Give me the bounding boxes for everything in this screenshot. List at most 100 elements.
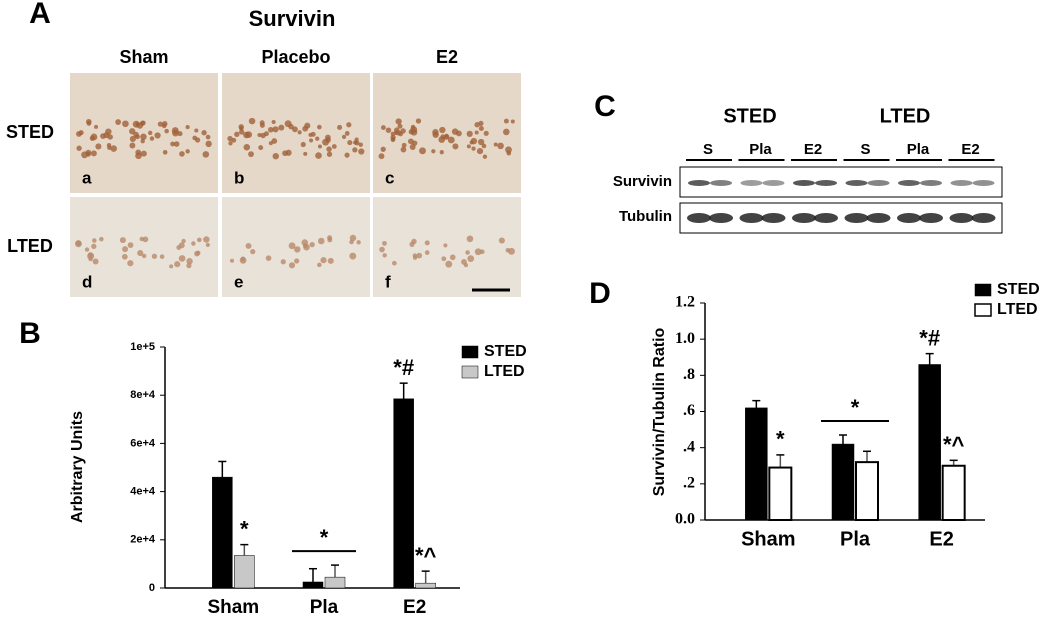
blot-frame bbox=[679, 166, 1003, 198]
cell-nucleus bbox=[248, 151, 254, 158]
cell-nucleus bbox=[315, 152, 322, 159]
cell-nucleus bbox=[92, 238, 97, 243]
blot-band bbox=[688, 180, 710, 186]
cell-nucleus bbox=[310, 131, 316, 137]
cell-nucleus bbox=[149, 136, 155, 141]
cell-nucleus bbox=[320, 257, 327, 264]
cell-nucleus bbox=[502, 128, 510, 136]
cell-nucleus bbox=[243, 143, 251, 151]
cell-nucleus bbox=[107, 145, 112, 150]
panel-title: Survivin bbox=[249, 6, 336, 31]
significance-label: *# bbox=[919, 325, 940, 350]
legend-swatch bbox=[974, 303, 992, 317]
lane-label: Pla bbox=[907, 141, 930, 158]
cell-nucleus bbox=[76, 145, 82, 151]
cell-nucleus bbox=[86, 121, 92, 126]
cell-nucleus bbox=[309, 241, 315, 248]
row-label: LTED bbox=[7, 236, 53, 256]
y-tick-label: 2e+4 bbox=[130, 534, 156, 546]
cell-nucleus bbox=[191, 241, 196, 246]
cell-nucleus bbox=[234, 131, 240, 137]
cell-nucleus bbox=[300, 141, 306, 148]
cell-nucleus bbox=[159, 254, 165, 259]
significance-label: * bbox=[776, 427, 785, 452]
legend-label: STED bbox=[997, 281, 1040, 298]
cell-nucleus bbox=[344, 152, 350, 158]
x-tick-label: E2 bbox=[403, 597, 426, 617]
x-tick-label: E2 bbox=[929, 528, 953, 550]
significance-label: *^ bbox=[943, 432, 965, 457]
cell-nucleus bbox=[250, 249, 256, 255]
blot-band bbox=[920, 180, 942, 186]
cell-nucleus bbox=[297, 130, 302, 135]
blot-band bbox=[897, 213, 921, 223]
x-tick-label: Sham bbox=[741, 528, 795, 550]
cell-nucleus bbox=[140, 150, 147, 157]
cell-nucleus bbox=[248, 117, 256, 125]
cell-nucleus bbox=[185, 125, 190, 130]
bar bbox=[234, 555, 255, 589]
cell-nucleus bbox=[331, 144, 337, 149]
blot-band bbox=[971, 213, 996, 223]
lane-label: S bbox=[703, 141, 713, 158]
cell-nucleus bbox=[352, 147, 358, 153]
cell-nucleus bbox=[440, 134, 446, 140]
cell-nucleus bbox=[467, 255, 475, 263]
cell-nucleus bbox=[445, 260, 453, 268]
cell-nucleus bbox=[317, 124, 322, 130]
cell-nucleus bbox=[326, 151, 333, 157]
cell-nucleus bbox=[431, 149, 436, 154]
y-tick-label: 4e+4 bbox=[130, 486, 156, 498]
y-tick-label: 1e+5 bbox=[130, 341, 155, 353]
blot-band bbox=[709, 213, 733, 223]
cell-nucleus bbox=[466, 235, 474, 243]
blot-band bbox=[687, 213, 711, 223]
cell-nucleus bbox=[137, 250, 144, 257]
cell-nucleus bbox=[449, 254, 456, 261]
lane-label: Pla bbox=[749, 141, 772, 158]
blot-band bbox=[867, 180, 890, 186]
cell-nucleus bbox=[201, 130, 207, 136]
cell-nucleus bbox=[474, 130, 479, 135]
cell-nucleus bbox=[326, 146, 332, 152]
significance-label: *# bbox=[393, 355, 414, 380]
panel-letter: e bbox=[234, 272, 243, 291]
cell-nucleus bbox=[194, 137, 201, 143]
bar bbox=[393, 398, 414, 589]
cell-nucleus bbox=[344, 131, 350, 136]
cell-nucleus bbox=[147, 130, 153, 136]
cell-nucleus bbox=[353, 140, 358, 145]
y-tick-label: .4 bbox=[683, 438, 695, 455]
y-tick-label: 1.0 bbox=[675, 330, 695, 347]
legend-swatch bbox=[461, 365, 479, 379]
y-axis-label: Arbitrary Units bbox=[69, 411, 86, 523]
cell-nucleus bbox=[506, 150, 512, 156]
cell-nucleus bbox=[99, 236, 104, 242]
blot-band bbox=[949, 213, 974, 223]
cell-nucleus bbox=[205, 242, 210, 248]
cell-nucleus bbox=[347, 139, 353, 146]
blot-band bbox=[844, 213, 869, 223]
cell-nucleus bbox=[503, 118, 509, 124]
cell-nucleus bbox=[288, 242, 296, 250]
cell-nucleus bbox=[272, 126, 279, 133]
lane-label: E2 bbox=[804, 141, 822, 158]
cell-nucleus bbox=[315, 136, 320, 141]
bar bbox=[941, 464, 966, 521]
cell-nucleus bbox=[424, 250, 430, 255]
cell-nucleus bbox=[205, 140, 212, 148]
panel-letter: d bbox=[82, 272, 92, 291]
cell-nucleus bbox=[474, 248, 482, 256]
cell-nucleus bbox=[81, 151, 89, 159]
cell-nucleus bbox=[498, 237, 505, 244]
cell-nucleus bbox=[380, 146, 386, 152]
bar bbox=[918, 364, 941, 521]
legend-swatch bbox=[461, 345, 479, 359]
cell-nucleus bbox=[415, 118, 422, 124]
cell-nucleus bbox=[476, 147, 484, 155]
cell-nucleus bbox=[471, 146, 476, 151]
cell-nucleus bbox=[346, 122, 352, 128]
cell-nucleus bbox=[412, 255, 418, 260]
cell-nucleus bbox=[408, 138, 414, 145]
bar bbox=[212, 476, 233, 589]
